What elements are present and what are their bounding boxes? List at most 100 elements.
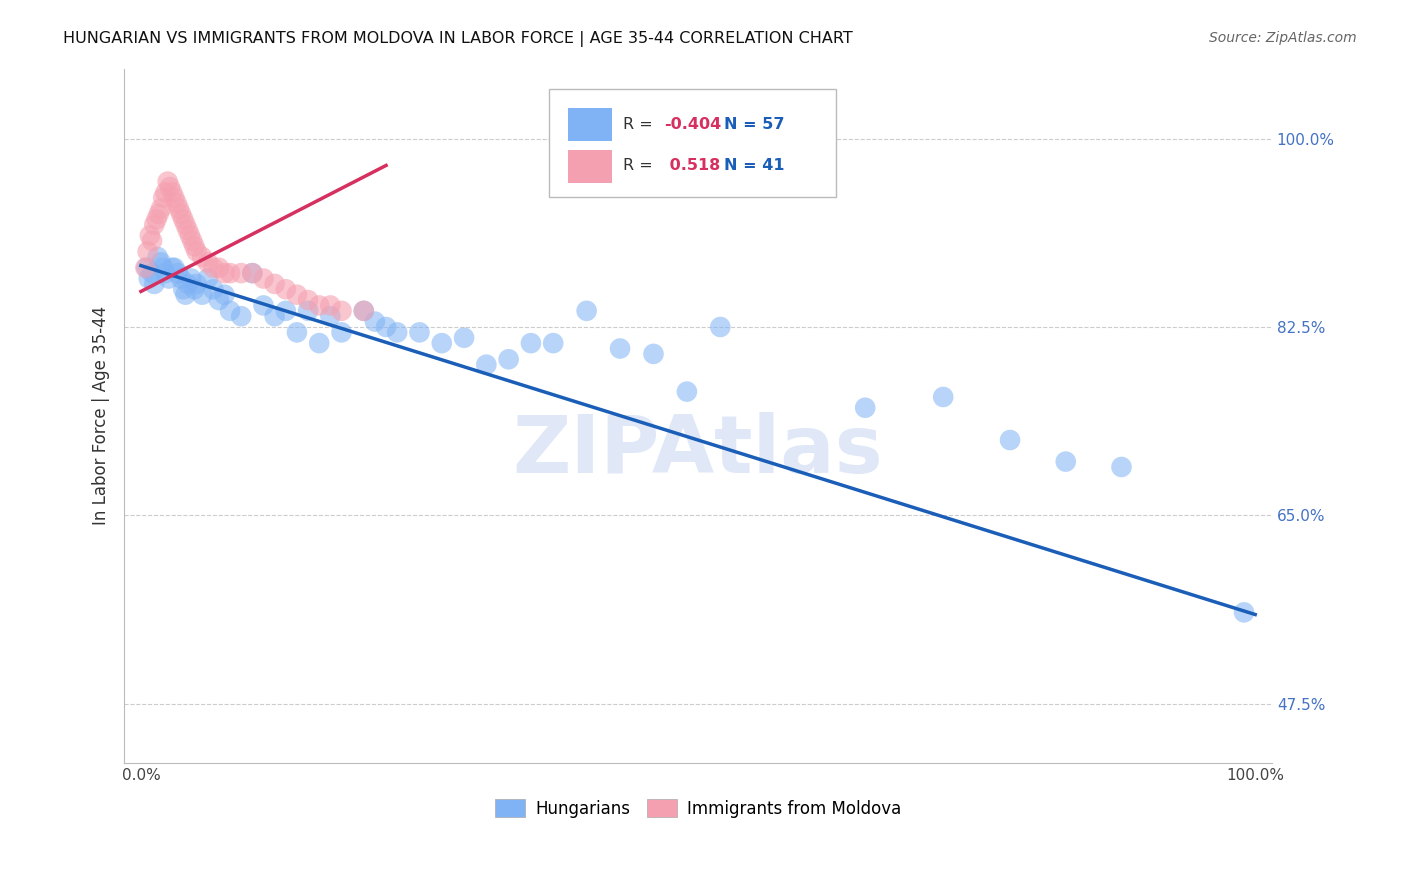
Point [135,260,157,275]
Point [219,303,242,318]
Point [163,260,186,275]
Point [330,303,353,318]
Point [138,271,160,285]
Point [183,282,205,296]
Point [308,298,330,312]
Point [170,207,193,221]
Point [186,277,208,291]
Point [853,401,876,415]
Point [160,260,183,275]
Point [145,212,167,227]
Point [520,336,543,351]
Legend: Hungarians, Immigrants from Moldova: Hungarians, Immigrants from Moldova [488,793,908,824]
Point [134,260,156,275]
Point [353,303,375,318]
Point [208,293,231,307]
Y-axis label: In Labor Force | Age 35-44: In Labor Force | Age 35-44 [93,306,110,525]
Point [191,287,214,301]
Point [1111,460,1133,475]
Point [197,271,219,285]
Point [214,266,236,280]
FancyBboxPatch shape [548,89,835,197]
Point [143,218,166,232]
Text: R =: R = [623,158,654,173]
Point [155,266,177,280]
Point [157,271,180,285]
Text: N = 41: N = 41 [724,158,785,173]
Point [498,352,520,367]
Text: R =: R = [623,117,654,132]
Point [148,207,170,221]
Point [297,303,319,318]
Text: N = 57: N = 57 [724,117,785,132]
Point [166,196,188,211]
Point [186,244,208,259]
Point [202,282,225,296]
Point [430,336,453,351]
Point [214,287,236,301]
Bar [568,150,612,183]
Point [191,250,214,264]
Text: 0.518: 0.518 [664,158,720,173]
Point [180,271,202,285]
Point [141,266,163,280]
Point [252,298,274,312]
Point [167,202,190,216]
Point [166,266,188,280]
Point [197,255,219,269]
Point [285,287,308,301]
Point [163,191,186,205]
Point [575,303,598,318]
Point [143,277,166,291]
Text: HUNGARIAN VS IMMIGRANTS FROM MOLDOVA IN LABOR FORCE | AGE 35-44 CORRELATION CHAR: HUNGARIAN VS IMMIGRANTS FROM MOLDOVA IN … [63,31,853,47]
Point [387,326,409,340]
Point [353,303,375,318]
Point [709,320,731,334]
Point [183,239,205,253]
Text: Source: ZipAtlas.com: Source: ZipAtlas.com [1209,31,1357,45]
Point [177,223,200,237]
Point [319,309,342,323]
Point [240,266,263,280]
Point [141,234,163,248]
Point [156,175,179,189]
Point [152,260,174,275]
Point [160,186,183,200]
Point [375,320,398,334]
Point [208,260,231,275]
Point [231,266,253,280]
Point [252,271,274,285]
Point [330,326,353,340]
Point [263,277,285,291]
Point [240,266,263,280]
Point [150,255,173,269]
Point [177,277,200,291]
Point [174,287,197,301]
Text: ZIPAtlas: ZIPAtlas [513,411,883,490]
Point [932,390,955,404]
Point [274,282,297,296]
Point [364,315,387,329]
Point [541,336,564,351]
Point [643,347,665,361]
Point [172,212,194,227]
Point [408,326,430,340]
Point [152,191,174,205]
Point [475,358,498,372]
Point [159,180,181,194]
Point [998,433,1021,447]
Point [1054,454,1077,468]
Point [319,298,342,312]
Point [297,293,319,307]
Point [219,266,242,280]
Point [170,271,193,285]
Point [179,228,201,243]
Bar [568,108,612,142]
Point [285,326,308,340]
Point [263,309,285,323]
Point [1233,606,1256,620]
Point [231,309,253,323]
Point [150,202,173,216]
Point [136,244,159,259]
Point [308,336,330,351]
